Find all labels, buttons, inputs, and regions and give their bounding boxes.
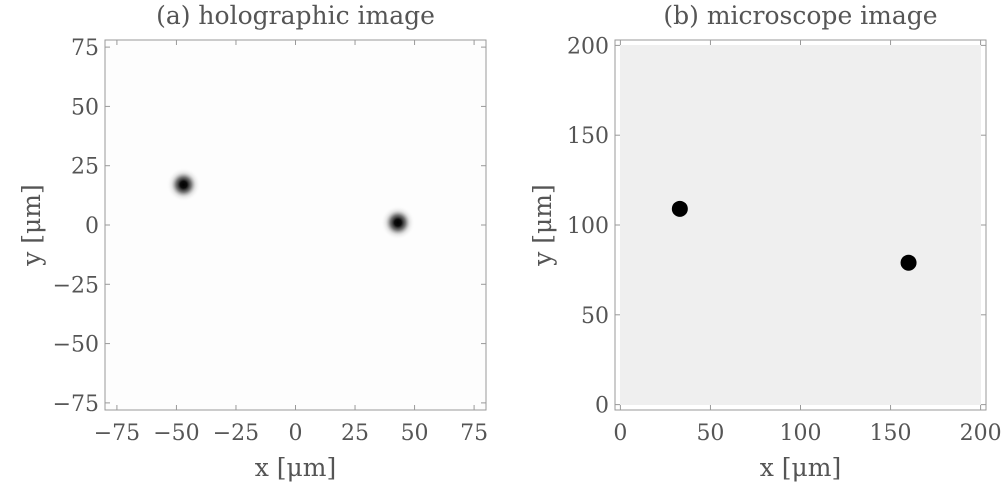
panel-a-holographic: −75 −50 −25 0 25 50 75 −75 −50 −25 0 25 50 75 (a) hol… <box>17 1 488 482</box>
panel-a-y-axis-label: y [μm] <box>17 184 46 267</box>
panel-a-y-tick-label: −50 <box>53 333 99 358</box>
panel-a-x-tick-label: 0 <box>289 421 303 446</box>
panel-b-y-axis-label: y [μm] <box>528 184 557 267</box>
panel-a-y-tick-label: 50 <box>71 95 99 120</box>
panel-a-x-tick-label: 50 <box>401 421 429 446</box>
panel-a-spot-1 <box>167 168 201 202</box>
panel-b-x-tick-label: 200 <box>960 421 1002 446</box>
panel-b-y-tick-label: 200 <box>567 34 609 59</box>
panel-b-microscope: 0 50 100 150 200 0 50 100 150 200 (b) microscope … <box>528 1 1002 482</box>
panel-a-y-tick-label: 0 <box>85 214 99 239</box>
panel-a-x-tick-label: 25 <box>341 421 369 446</box>
panel-b-y-tick-label: 50 <box>581 304 609 329</box>
panel-b-x-axis-label: x [μm] <box>760 453 842 482</box>
panel-b-spot-1 <box>672 201 688 217</box>
panel-a-y-tick-label: −25 <box>53 273 99 298</box>
panel-a-x-tick-label: −25 <box>213 421 259 446</box>
panel-a-spot-2 <box>381 206 415 240</box>
panel-a-y-tick-label: 75 <box>71 36 99 61</box>
panel-b-spot-2 <box>901 255 917 271</box>
panel-b-y-tick-label: 150 <box>567 124 609 149</box>
panel-b-y-tick-label: 100 <box>567 214 609 239</box>
panel-a-x-tick-label: −50 <box>153 421 199 446</box>
panel-a-x-tick-label: 75 <box>460 421 488 446</box>
panel-a-x-tick-label: −75 <box>94 421 140 446</box>
panel-a-title: (a) holographic image <box>156 1 435 30</box>
panel-b-title: (b) microscope image <box>663 1 937 30</box>
panel-b-x-tick-label: 50 <box>696 421 724 446</box>
panel-b-x-tick-label: 0 <box>613 421 627 446</box>
panel-a-y-tick-label: 25 <box>71 155 99 180</box>
panel-b-x-tick-label: 100 <box>780 421 822 446</box>
panel-a-y-tick-label: −75 <box>53 392 99 417</box>
panel-a-plot-area <box>105 40 486 410</box>
panel-a-x-axis-label: x [μm] <box>255 453 337 482</box>
panel-b-image-background <box>620 45 981 405</box>
panel-b-y-tick-label: 0 <box>595 394 609 419</box>
panel-b-x-tick-label: 150 <box>870 421 912 446</box>
